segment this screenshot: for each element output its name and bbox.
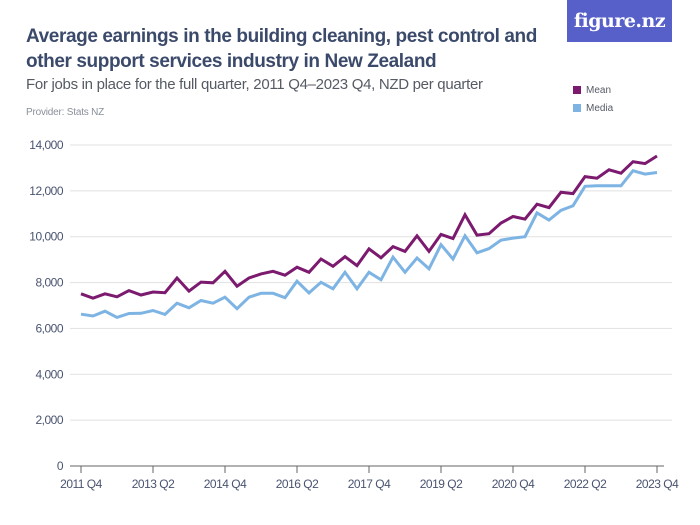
x-tick-label: 2022 Q2 — [564, 477, 607, 491]
x-tick-label: 2011 Q4 — [60, 477, 102, 491]
x-tick-label: 2017 Q4 — [348, 477, 391, 491]
series-line-mean[interactable] — [80, 154, 658, 300]
x-tick-label: 2016 Q2 — [276, 477, 319, 491]
gridlines — [70, 144, 672, 421]
y-axis: 0 2,000 4,000 6,000 8,000 10,000 12,000 14,000 — [29, 138, 64, 473]
legend-label-median: Media — [586, 102, 614, 114]
series-line-media[interactable] — [80, 168, 658, 320]
legend-item-mean[interactable]: Mean — [573, 81, 613, 99]
y-tick-label: 12,000 — [29, 184, 64, 198]
y-tick-label: 14,000 — [29, 138, 64, 152]
chart-subtitle: For jobs in place for the full quarter, … — [26, 76, 483, 93]
x-tick-label: 2019 Q2 — [420, 477, 463, 491]
y-tick-label: 2,000 — [35, 413, 63, 427]
series-lines — [80, 154, 658, 320]
x-tick-label: 2013 Q2 — [132, 477, 175, 491]
y-tick-label: 10,000 — [29, 230, 64, 244]
x-tick-label: 2014 Q4 — [204, 477, 247, 491]
y-tick-label: 0 — [57, 459, 64, 473]
legend-swatch-median — [573, 104, 581, 112]
legend-label-mean: Mean — [586, 84, 612, 96]
legend-item-median[interactable]: Media — [573, 99, 613, 117]
chart-title: Average earnings in the building cleanin… — [26, 26, 537, 72]
y-tick-label: 8,000 — [35, 276, 63, 290]
y-tick-label: 4,000 — [35, 367, 63, 381]
figure-nz-logo[interactable]: figure.nz — [567, 0, 672, 42]
legend: Mean Media — [573, 81, 613, 117]
x-tick-label: 2023 Q4 — [636, 477, 679, 491]
provider-label: Provider: Stats NZ — [26, 107, 105, 118]
y-tick-label: 6,000 — [35, 321, 63, 335]
x-axis: 2011 Q4 2013 Q2 2014 Q4 2016 Q2 2017 Q4 2019 … — [60, 465, 680, 491]
legend-swatch-mean — [573, 86, 581, 94]
x-tick-label: 2020 Q4 — [492, 477, 535, 491]
